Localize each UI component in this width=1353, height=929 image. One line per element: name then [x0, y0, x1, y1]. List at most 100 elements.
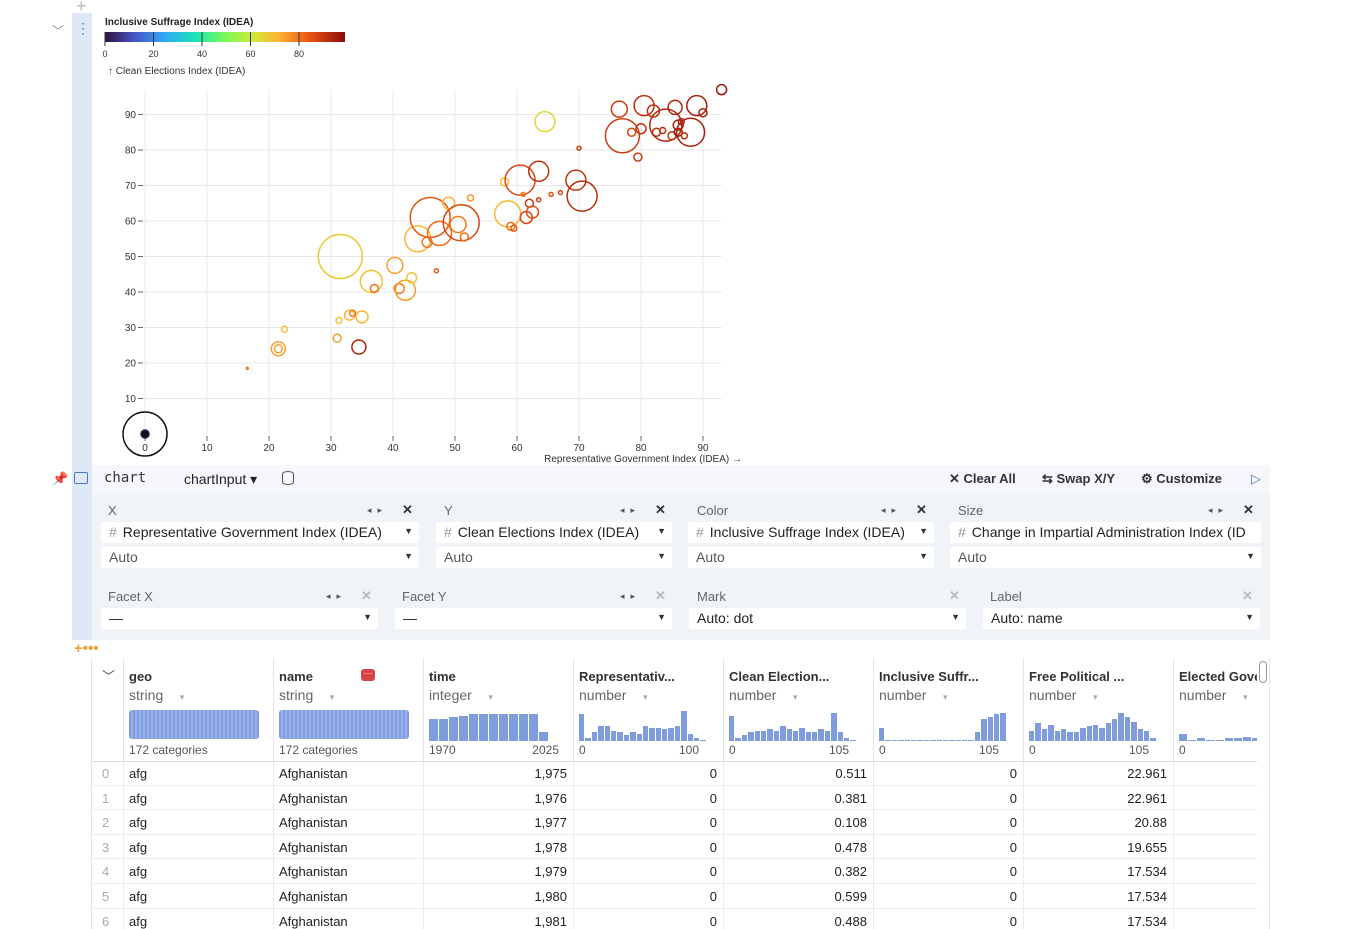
collapse-chevron-icon[interactable]: ﹀ [52, 24, 65, 38]
column-type-select[interactable]: string [279, 687, 334, 703]
histogram-bar [812, 732, 818, 741]
histogram-bar [1224, 738, 1233, 741]
color-scale-select[interactable]: Auto ▼ [688, 547, 934, 568]
cell-name[interactable]: chart [104, 470, 147, 486]
size-reorder-arrows-icon[interactable]: ◂▸ [1208, 505, 1230, 515]
table-cell: 0 [1009, 790, 1017, 806]
histogram-bar [579, 714, 585, 741]
pin-icon[interactable]: 📌 [52, 471, 69, 486]
label-clear-icon[interactable]: ✕ [1242, 588, 1253, 603]
column-header[interactable]: Representativ... number 0 100 [574, 658, 724, 762]
database-icon[interactable] [282, 471, 294, 485]
column-min: 0 [879, 743, 886, 757]
cell-menu-icon[interactable]: ⋮ [76, 20, 90, 36]
table-row[interactable]: 2 afg Afghanistan 1,977 0 0.108 0 20.88 [92, 810, 1257, 835]
histogram-bar [636, 733, 642, 741]
table-row[interactable]: 1 afg Afghanistan 1,976 0 0.381 0 22.961 [92, 786, 1257, 811]
table-cell: afg [129, 839, 148, 855]
facet-x-select[interactable]: — ▼ [101, 608, 378, 629]
x-clear-icon[interactable]: ✕ [402, 502, 413, 517]
row-index: 1 [102, 790, 110, 806]
scatter-point [449, 215, 467, 234]
add-cell-above-icon[interactable]: + [76, 0, 87, 16]
y-reorder-arrows-icon[interactable]: ◂▸ [620, 505, 642, 515]
histogram-bar [885, 739, 891, 741]
x-tick-label: 80 [635, 443, 647, 454]
chart-input-select[interactable]: chartInput ▾ [184, 471, 258, 487]
column-type-select[interactable]: number [729, 687, 798, 703]
scatter-point [348, 309, 357, 318]
table-row[interactable]: 5 afg Afghanistan 1,980 0 0.599 0 17.534 [92, 884, 1257, 909]
y-scale-select[interactable]: Auto ▼ [436, 547, 672, 568]
swap-xy-button[interactable]: ⇆ Swap X/Y [1042, 471, 1116, 486]
mark-select[interactable]: Auto: dot ▼ [689, 608, 966, 629]
column-header[interactable]: Free Political ... number 0 105 [1024, 658, 1174, 762]
column-header[interactable]: Clean Election... number 0 105 [724, 658, 874, 762]
label-select[interactable]: Auto: name ▼ [983, 608, 1260, 629]
scatter-point [534, 110, 556, 133]
scatter-point [433, 267, 440, 274]
facet-y-arrows-icon[interactable]: ◂▸ [620, 591, 642, 601]
x-reorder-arrows-icon[interactable]: ◂▸ [367, 505, 389, 515]
table-cell: afg [129, 864, 148, 880]
color-field-select[interactable]: # Inclusive Suffrage Index (IDEA) ▼ [688, 522, 934, 543]
column-header[interactable]: name string 172 categories [274, 658, 424, 762]
y-clear-icon[interactable]: ✕ [655, 502, 666, 517]
column-header[interactable]: geo string 172 categories [124, 658, 274, 762]
column-summary: 172 categories [129, 743, 208, 757]
mark-clear-icon[interactable]: ✕ [949, 588, 960, 603]
table-cell: 22.961 [1127, 766, 1167, 781]
table-row[interactable]: 4 afg Afghanistan 1,979 0 0.382 0 17.534 [92, 859, 1257, 884]
column-name: name [279, 669, 313, 684]
histogram-bar [1060, 729, 1067, 741]
size-clear-icon[interactable]: ✕ [1243, 502, 1254, 517]
scatter-point [527, 160, 550, 183]
column-type-select[interactable]: number [879, 687, 948, 703]
table-cell: 17.534 [1127, 864, 1167, 880]
column-type-select[interactable]: number [1179, 687, 1248, 703]
clear-all-button[interactable]: ✕ Clear All [949, 471, 1016, 486]
column-menu-icon[interactable]: ··· [361, 669, 375, 681]
column-type-select[interactable]: string [129, 687, 184, 703]
run-cell-icon[interactable]: ▷ [1251, 471, 1261, 486]
table-scrollbar[interactable] [1259, 661, 1267, 683]
column-type-select[interactable]: number [579, 687, 648, 703]
scatter-chart: Inclusive Suffrage Index (IDEA) 0 20 40 60 80… [102, 17, 742, 465]
table-row[interactable]: 0 afg Afghanistan 1,975 0 0.511 0 22.961 [92, 761, 1257, 786]
x-scale-select[interactable]: Auto ▼ [101, 547, 419, 568]
customize-button[interactable]: ⚙ Customize [1141, 471, 1223, 486]
collapse-table-icon[interactable]: ﹀ [102, 669, 116, 684]
histogram-bar [773, 730, 780, 741]
histogram-bar [1105, 723, 1112, 741]
column-type-select[interactable]: number [1029, 687, 1098, 703]
column-header[interactable]: time integer 1970 2025 [424, 658, 574, 762]
y-field-select[interactable]: # Clean Elections Index (IDEA) ▼ [436, 522, 672, 543]
histogram-bar [818, 729, 824, 741]
facet-x-clear-icon[interactable]: ✕ [361, 588, 372, 603]
color-clear-icon[interactable]: ✕ [916, 502, 927, 517]
table-cell: 0 [709, 889, 717, 904]
histogram-bar [1067, 732, 1073, 741]
column-header[interactable]: Inclusive Suffr... number 0 105 [874, 658, 1024, 762]
histogram-bar [1124, 717, 1131, 741]
table-row[interactable]: 3 afg Afghanistan 1,978 0 0.478 0 19.655 [92, 835, 1257, 860]
histogram-bar [642, 726, 649, 741]
size-scale-select[interactable]: Auto ▼ [950, 547, 1261, 568]
table-row[interactable]: 6 afg Afghanistan 1,981 0 0.488 0 17.534 [92, 909, 1257, 929]
facet-x-arrows-icon[interactable]: ◂▸ [326, 591, 348, 601]
data-table: ﹀ geo string 172 categories name string 172 c… [91, 658, 1257, 929]
add-cell-menu-icon[interactable]: +••• [74, 640, 99, 657]
color-reorder-arrows-icon[interactable]: ◂▸ [881, 505, 903, 515]
size-field-select[interactable]: # Change in Impartial Administration Inde… [950, 522, 1261, 543]
scatter-point [273, 344, 284, 354]
column-header[interactable]: Elected Gove number 0 [1174, 658, 1257, 762]
histogram-bar [1118, 712, 1124, 741]
scatter-point [280, 325, 289, 334]
x-tick-label: 10 [201, 443, 213, 454]
histogram-bar [741, 735, 748, 741]
facet-y-clear-icon[interactable]: ✕ [655, 588, 666, 603]
facet-y-select[interactable]: — ▼ [395, 608, 672, 629]
x-field-select[interactable]: # Representative Government Index (IDEA) ▼ [101, 522, 419, 543]
column-min: 0 [729, 743, 736, 757]
column-type-select[interactable]: integer [429, 687, 493, 703]
